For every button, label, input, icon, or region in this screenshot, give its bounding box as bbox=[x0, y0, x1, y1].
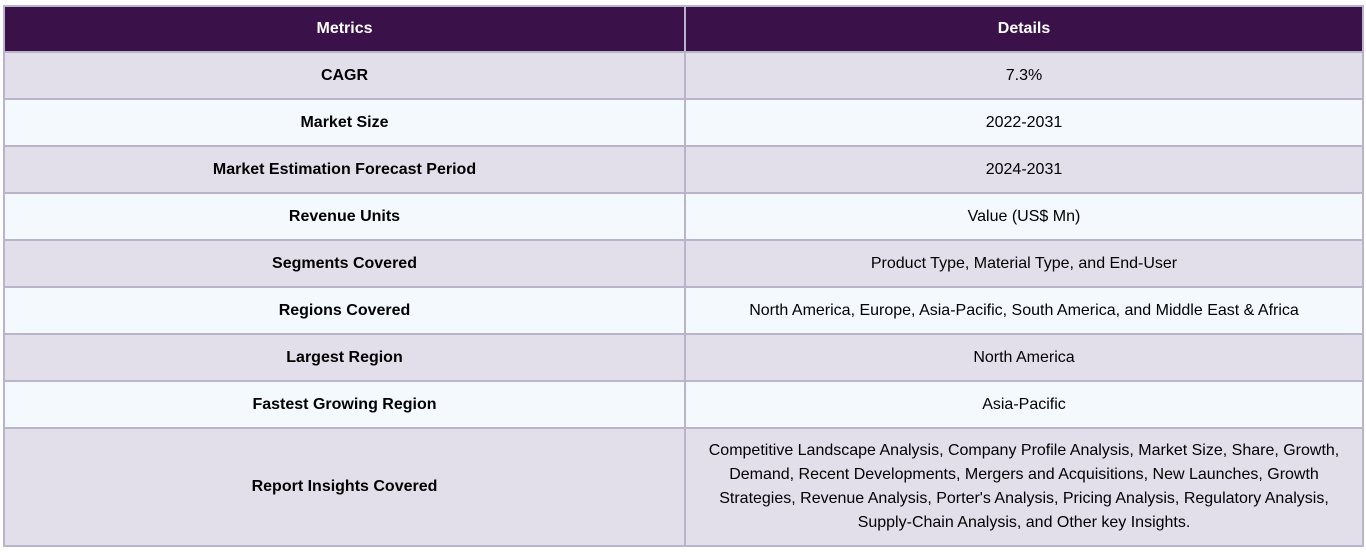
table-row: Largest Region North America bbox=[3, 333, 1364, 382]
table-row: CAGR 7.3% bbox=[3, 51, 1364, 100]
detail-cell: Product Type, Material Type, and End-Use… bbox=[684, 239, 1364, 288]
detail-cell: 2024-2031 bbox=[684, 145, 1364, 194]
detail-cell: Value (US$ Mn) bbox=[684, 192, 1364, 241]
metric-cell: Fastest Growing Region bbox=[3, 380, 686, 429]
table-row: Market Estimation Forecast Period 2024-2… bbox=[3, 145, 1364, 194]
table-row: Regions Covered North America, Europe, A… bbox=[3, 286, 1364, 335]
metric-cell: Revenue Units bbox=[3, 192, 686, 241]
table-row: Report Insights Covered Competitive Land… bbox=[3, 427, 1364, 547]
detail-cell: 7.3% bbox=[684, 51, 1364, 100]
detail-cell: 2022-2031 bbox=[684, 98, 1364, 147]
detail-cell: Competitive Landscape Analysis, Company … bbox=[684, 427, 1364, 547]
metric-cell: CAGR bbox=[3, 51, 686, 100]
metric-cell: Regions Covered bbox=[3, 286, 686, 335]
table-header-row: Metrics Details bbox=[3, 5, 1364, 53]
detail-cell: North America bbox=[684, 333, 1364, 382]
table-row: Fastest Growing Region Asia-Pacific bbox=[3, 380, 1364, 429]
header-details: Details bbox=[684, 5, 1364, 53]
header-metrics: Metrics bbox=[3, 5, 686, 53]
metric-cell: Report Insights Covered bbox=[3, 427, 686, 547]
detail-cell: Asia-Pacific bbox=[684, 380, 1364, 429]
metric-cell: Market Estimation Forecast Period bbox=[3, 145, 686, 194]
table-row: Segments Covered Product Type, Material … bbox=[3, 239, 1364, 288]
metric-cell: Segments Covered bbox=[3, 239, 686, 288]
report-metrics-table-container: Metrics Details CAGR 7.3% Market Size 20… bbox=[3, 5, 1364, 547]
report-metrics-table: Metrics Details CAGR 7.3% Market Size 20… bbox=[3, 5, 1364, 547]
table-row: Revenue Units Value (US$ Mn) bbox=[3, 192, 1364, 241]
detail-cell: North America, Europe, Asia-Pacific, Sou… bbox=[684, 286, 1364, 335]
metric-cell: Largest Region bbox=[3, 333, 686, 382]
table-row: Market Size 2022-2031 bbox=[3, 98, 1364, 147]
metric-cell: Market Size bbox=[3, 98, 686, 147]
